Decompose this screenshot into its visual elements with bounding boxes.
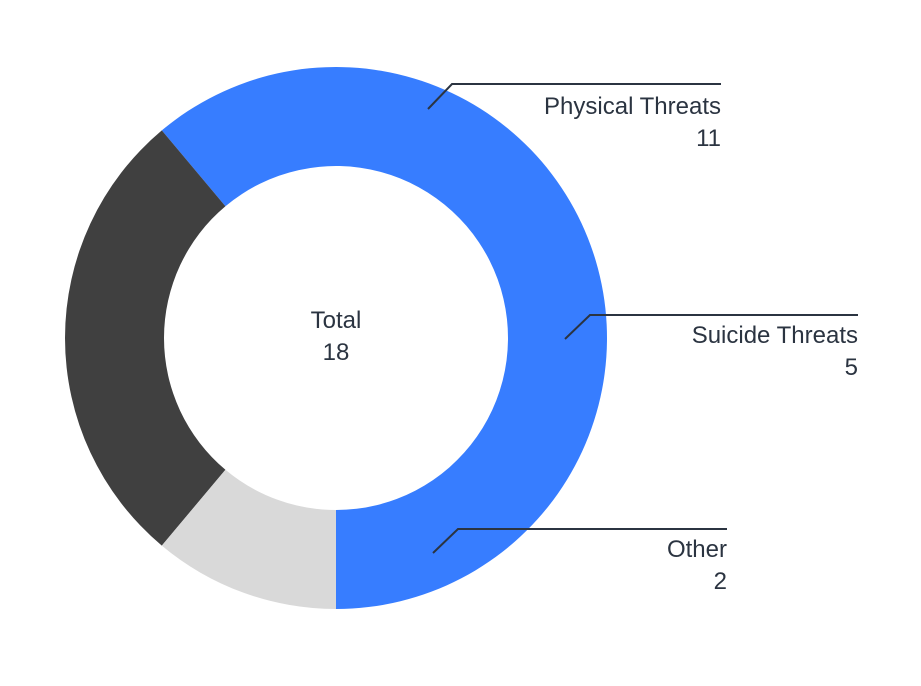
callout-label-other: Other: [667, 536, 727, 563]
callout-label-physical-threats: Physical Threats: [544, 93, 721, 120]
donut-callouts: Physical Threats 11 Suicide Threats 5 Other 2: [427, 83, 858, 595]
center-label: Total: [311, 307, 362, 334]
callout-value-physical-threats: 11: [696, 125, 721, 152]
callout-label-suicide-threats: Suicide Threats: [692, 322, 858, 349]
callout-line-other: [432, 528, 727, 554]
slice-physical-threats: [161, 67, 608, 610]
callout-line-physical-threats: [427, 83, 721, 110]
center-total: 18: [323, 339, 350, 366]
callout-value-suicide-threats: 5: [845, 354, 858, 381]
callout-value-other: 2: [714, 568, 727, 595]
slice-other: [161, 469, 336, 609]
donut-slices: [65, 67, 608, 610]
callout-line-suicide-threats: [564, 314, 858, 340]
slice-suicide-threats: [65, 130, 226, 546]
